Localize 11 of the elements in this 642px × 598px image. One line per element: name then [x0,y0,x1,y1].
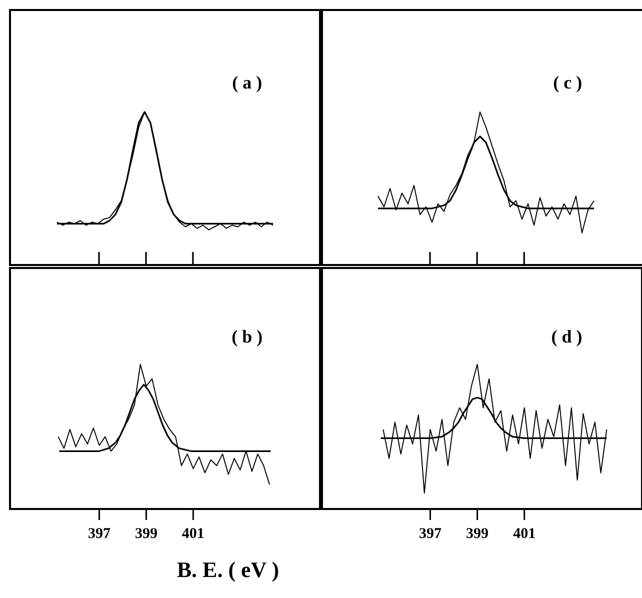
x-tick-label: 397 [418,526,442,542]
x-tick-label: 401 [513,526,536,542]
x-tick-label: 401 [182,526,204,542]
x-tick-label: 399 [466,526,489,542]
x-tick-label: 399 [134,526,158,542]
x-axis-title: B. E. ( eV ) [176,557,280,583]
text: ( d ) [551,326,582,347]
text: ( c ) [553,72,582,93]
text: ( a ) [232,72,262,93]
text: ( b ) [232,326,263,347]
x-tick-label: 397 [88,526,111,542]
